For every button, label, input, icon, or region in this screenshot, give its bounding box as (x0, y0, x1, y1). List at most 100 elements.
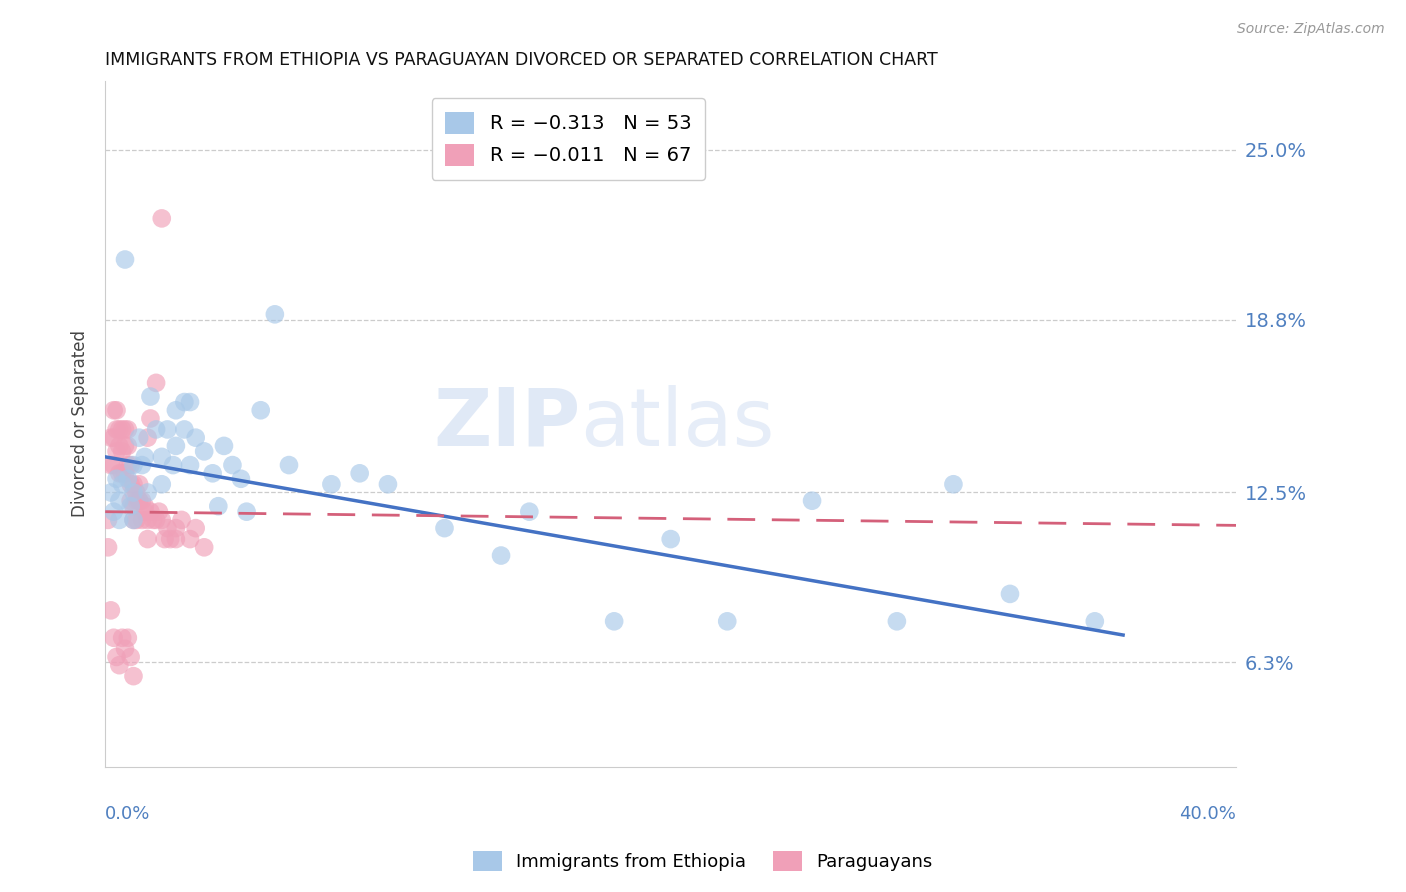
Point (150, 477, 173, 491)
Point (105, 649, 128, 664)
Legend: R = −0.313   N = 53, R = −0.011   N = 67: R = −0.313 N = 53, R = −0.011 N = 67 (432, 98, 706, 180)
Point (170, 513, 193, 527)
Point (998, 587, 1021, 601)
Point (131, 493, 153, 508)
Point (136, 485, 159, 500)
Point (131, 458, 153, 472)
Point (139, 411, 162, 425)
Point (111, 477, 134, 491)
Point (125, 493, 148, 508)
Point (120, 477, 142, 491)
Point (128, 477, 150, 491)
Point (142, 513, 165, 527)
Point (184, 521, 207, 535)
Point (942, 477, 965, 491)
Point (105, 422, 128, 436)
Point (114, 252, 136, 267)
Point (263, 307, 285, 321)
Point (100, 431, 122, 445)
Point (136, 513, 159, 527)
Point (801, 493, 824, 508)
Point (100, 485, 122, 500)
Point (184, 431, 207, 445)
Point (134, 505, 156, 519)
Point (221, 458, 243, 472)
Point (122, 477, 145, 491)
Point (165, 532, 187, 546)
Point (207, 499, 229, 513)
Point (103, 458, 125, 472)
Point (103, 631, 125, 645)
Point (97, 513, 120, 527)
Point (136, 532, 159, 546)
Point (193, 444, 215, 458)
Point (349, 467, 371, 481)
Point (145, 513, 167, 527)
Point (136, 431, 159, 445)
Point (108, 493, 131, 508)
Point (122, 669, 145, 683)
Point (128, 493, 150, 508)
Point (159, 532, 181, 546)
Point (173, 422, 195, 436)
Point (489, 549, 512, 563)
Point (433, 521, 456, 535)
Point (117, 439, 139, 453)
Point (108, 422, 131, 436)
Point (179, 532, 201, 546)
Point (165, 403, 187, 417)
Point (145, 422, 167, 436)
Point (105, 403, 128, 417)
Point (111, 467, 134, 481)
Point (148, 505, 170, 519)
Point (122, 513, 145, 527)
Point (111, 444, 134, 458)
Point (128, 493, 150, 508)
Point (173, 395, 195, 409)
Point (97, 541, 120, 555)
Point (125, 485, 148, 500)
Point (105, 472, 128, 486)
Point (122, 485, 145, 500)
Point (117, 422, 139, 436)
Point (278, 458, 301, 472)
Point (108, 439, 131, 453)
Title: IMMIGRANTS FROM ETHIOPIA VS PARAGUAYAN DIVORCED OR SEPARATED CORRELATION CHART: IMMIGRANTS FROM ETHIOPIA VS PARAGUAYAN D… (105, 51, 938, 69)
Point (1084, 615, 1107, 629)
Point (150, 211, 173, 226)
Point (100, 603, 122, 617)
Point (111, 631, 134, 645)
Text: Source: ZipAtlas.com: Source: ZipAtlas.com (1237, 22, 1385, 37)
Point (134, 499, 156, 513)
Point (249, 403, 271, 417)
Point (165, 439, 187, 453)
Point (139, 505, 162, 519)
Point (117, 472, 139, 486)
Point (156, 422, 179, 436)
Point (193, 541, 215, 555)
Point (153, 532, 176, 546)
Point (105, 444, 128, 458)
Point (659, 532, 682, 546)
Point (603, 615, 626, 629)
Point (229, 472, 252, 486)
Point (517, 505, 540, 519)
Text: atlas: atlas (581, 385, 775, 463)
Point (156, 521, 179, 535)
Point (114, 641, 136, 656)
Point (100, 458, 122, 472)
Point (150, 513, 173, 527)
Point (716, 615, 738, 629)
Point (108, 658, 131, 673)
Point (114, 467, 136, 481)
Point (108, 467, 131, 481)
Text: ZIP: ZIP (433, 385, 581, 463)
Point (886, 615, 908, 629)
Point (125, 513, 148, 527)
Point (321, 477, 343, 491)
Point (122, 499, 145, 513)
Point (111, 422, 134, 436)
Point (377, 477, 399, 491)
Point (103, 403, 125, 417)
Point (120, 458, 142, 472)
